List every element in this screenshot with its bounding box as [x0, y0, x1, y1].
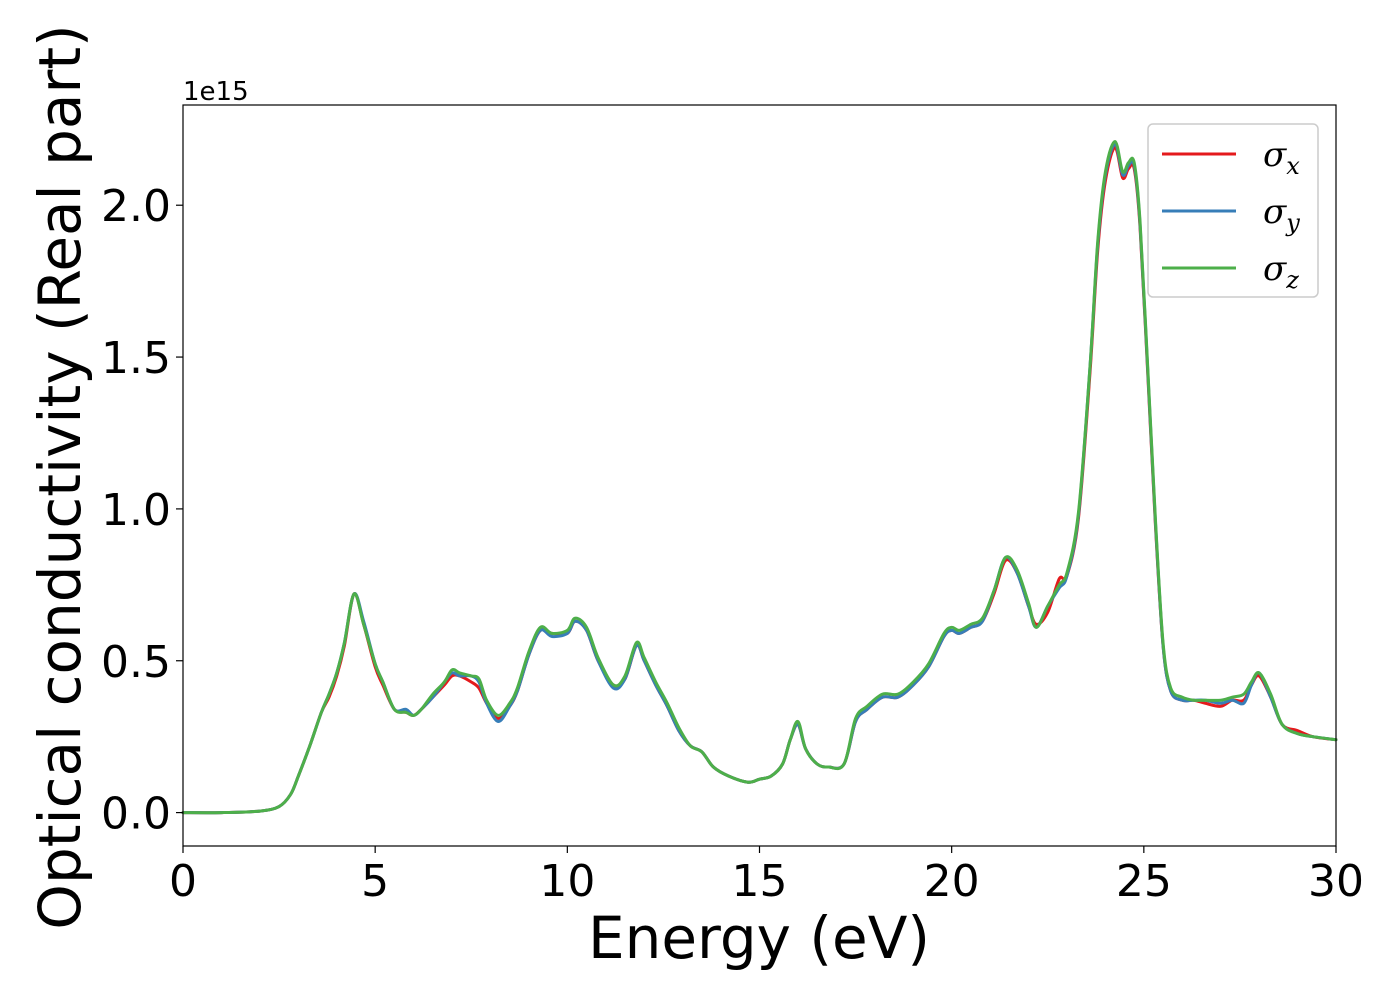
- x-tick-label: 5: [361, 856, 389, 907]
- x-tick-label: 20: [924, 856, 980, 907]
- x-tick-label: 30: [1308, 856, 1364, 907]
- y-offset-label: 1e15: [183, 77, 249, 107]
- y-tick-label: 2.0: [101, 181, 171, 232]
- legend-label-z: σz: [1263, 249, 1299, 294]
- x-tick-label: 10: [539, 856, 595, 907]
- series-layer: [181, 139, 1338, 815]
- legend-symbol: σ: [1263, 135, 1287, 175]
- series-line-z: [181, 139, 1338, 815]
- legend-subscript: x: [1286, 152, 1300, 180]
- y-tick-label: 1.0: [101, 485, 171, 536]
- x-tick-label: 0: [169, 856, 197, 907]
- x-tick-label: 15: [732, 856, 788, 907]
- plot-background: [183, 105, 1336, 846]
- legend-symbol: σ: [1263, 249, 1287, 289]
- legend-label-y: σy: [1263, 192, 1300, 237]
- y-axis: 0.0 0.5 1.0 1.5 2.0: [101, 181, 183, 840]
- legend-symbol: σ: [1263, 192, 1287, 232]
- y-tick-label: 1.5: [101, 333, 171, 384]
- y-axis-label: Optical conductivity (Real part): [26, 24, 94, 929]
- legend-label-x: σx: [1263, 135, 1300, 180]
- x-axis-label: Energy (eV): [588, 904, 930, 972]
- legend-subscript: y: [1285, 209, 1300, 237]
- x-tick-label: 25: [1116, 856, 1172, 907]
- x-axis: 0 5 10 15 20 25 30: [169, 846, 1364, 907]
- y-tick-label: 0.0: [101, 789, 171, 840]
- y-tick-label: 0.5: [101, 637, 171, 688]
- legend-subscript: z: [1285, 266, 1299, 294]
